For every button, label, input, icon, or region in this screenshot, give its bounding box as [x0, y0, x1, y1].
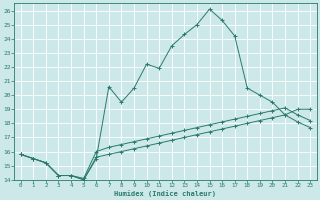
X-axis label: Humidex (Indice chaleur): Humidex (Indice chaleur) — [115, 190, 217, 197]
